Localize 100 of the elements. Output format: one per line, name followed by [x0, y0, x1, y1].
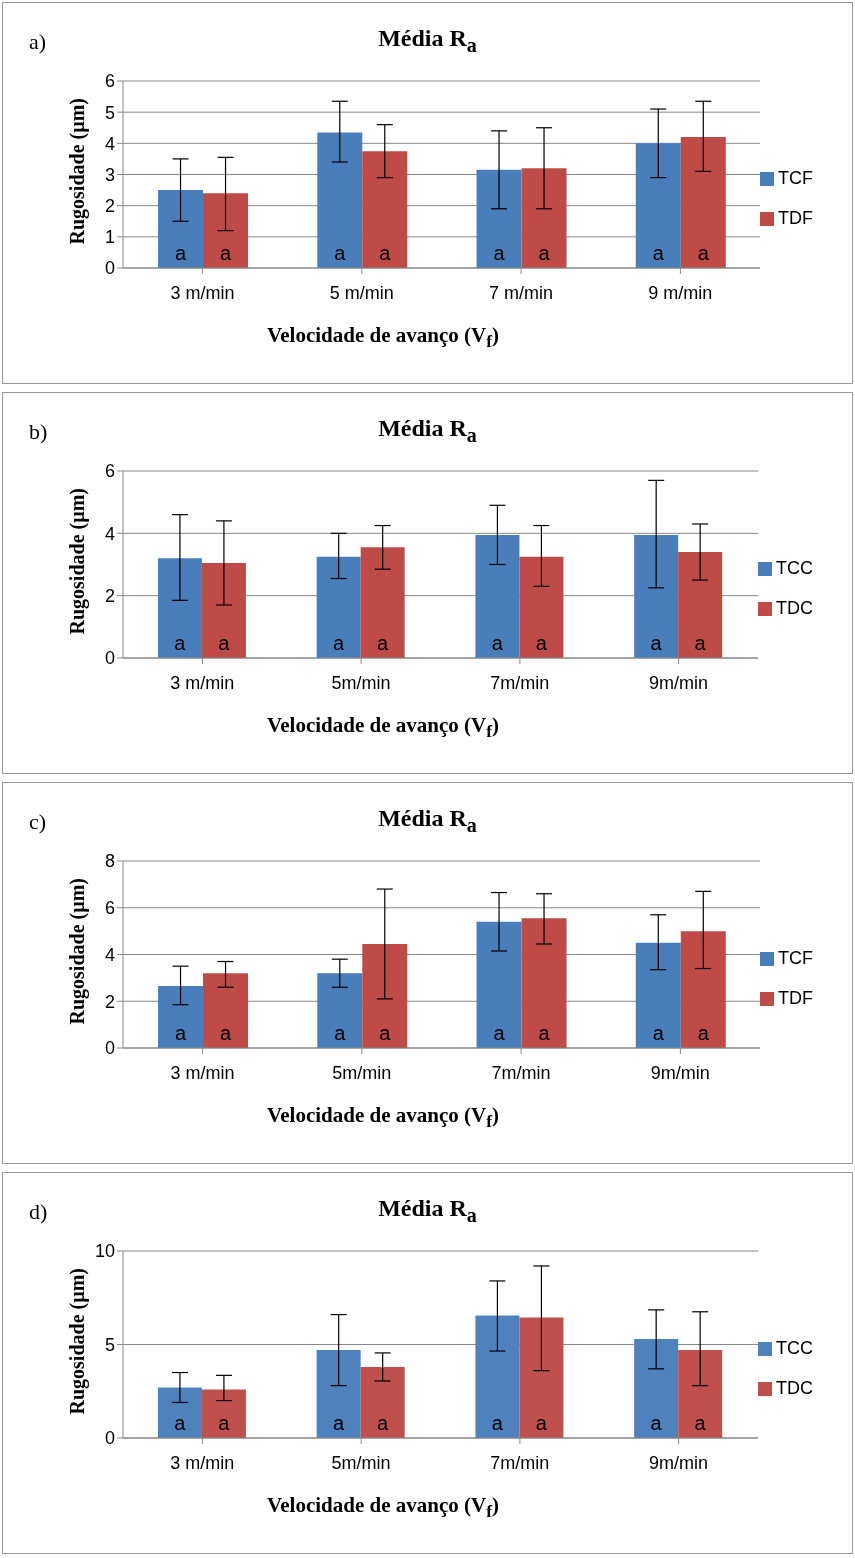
text: b): [29, 419, 48, 445]
y-axis-title: Rugosidade (µm): [66, 487, 90, 635]
x-tick-label: 3 m/min: [170, 1062, 235, 1083]
data-label: a: [694, 1412, 707, 1434]
text: d): [29, 1199, 48, 1225]
y-axis-title: Rugosidade (µm): [66, 877, 90, 1025]
x-tick-label: 9m/min: [650, 1062, 710, 1083]
bar: [157, 1387, 202, 1438]
data-label: a: [333, 632, 346, 654]
bar: [362, 943, 408, 1048]
legend-label: TCF: [778, 948, 813, 968]
bar: [680, 931, 726, 1048]
legend-label: TDF: [778, 208, 813, 228]
y-tick-label: 4: [104, 944, 115, 965]
y-tick-label: 1: [104, 227, 115, 248]
x-axis-title: Velocidade de avanço (V$_{f}$): [266, 323, 500, 353]
data-label: a: [697, 1022, 710, 1044]
x-tick-label: 7 m/min: [489, 282, 554, 303]
data-label: a: [535, 632, 548, 654]
data-label: a: [379, 242, 392, 264]
y-tick-label: 6: [104, 898, 115, 919]
data-label: a: [535, 1412, 548, 1434]
data-label: a: [538, 1022, 551, 1044]
y-tick-label: 5: [104, 1334, 115, 1355]
data-label: a: [652, 1022, 665, 1044]
data-label: a: [218, 632, 231, 654]
bar: [476, 169, 522, 268]
y-tick-label: 0: [104, 258, 115, 279]
y-tick-label: 6: [104, 461, 115, 482]
x-axis-title: Velocidade de avanço (V$_{f}$): [266, 1103, 500, 1133]
bar: [158, 190, 204, 268]
bar: [519, 556, 564, 658]
data-label: a: [650, 632, 663, 654]
bar: [201, 1389, 246, 1438]
bar: [316, 1350, 361, 1438]
x-tick-label: 5 m/min: [329, 282, 394, 303]
chart-title: Média R$_{a}$: [378, 1195, 477, 1226]
bar: [203, 973, 249, 1048]
bar: [635, 143, 681, 268]
bar: [476, 921, 522, 1048]
text: a): [29, 29, 47, 55]
bar: [360, 547, 405, 658]
y-tick-label: 0: [104, 1038, 115, 1059]
chart-title: Média R$_{a}$: [378, 805, 477, 836]
data-label: a: [491, 632, 504, 654]
y-tick-label: 2: [104, 196, 115, 217]
x-tick-label: 9 m/min: [648, 282, 713, 303]
bar: [519, 1317, 564, 1438]
bar: [203, 193, 249, 268]
x-tick-label: 9m/min: [649, 1452, 709, 1473]
chart-title: Média R$_{a}$: [378, 415, 477, 446]
data-label: a: [491, 1412, 504, 1434]
x-tick-label: 5m/min: [331, 1452, 391, 1473]
bar: [634, 1338, 679, 1438]
bar: [317, 132, 363, 268]
data-label: a: [219, 242, 232, 264]
data-label: a: [333, 1412, 346, 1434]
x-tick-label: 5m/min: [331, 672, 391, 693]
legend-label: TCC: [776, 1338, 813, 1358]
y-tick-label: 8: [104, 851, 115, 872]
legend-label: TDC: [776, 598, 813, 618]
x-tick-label: 9m/min: [649, 672, 709, 693]
data-label: a: [538, 242, 551, 264]
bar: [317, 973, 363, 1048]
bar: [678, 1350, 723, 1438]
data-label: a: [334, 242, 347, 264]
data-label: a: [377, 1412, 390, 1434]
bar: [157, 558, 202, 658]
bar: [678, 552, 723, 658]
x-tick-label: 3 m/min: [170, 1452, 235, 1473]
y-tick-label: 0: [104, 648, 115, 669]
data-label: a: [493, 242, 506, 264]
data-label: a: [219, 1022, 232, 1044]
bar: [680, 137, 726, 268]
y-tick-label: 3: [104, 164, 115, 185]
legend-label: TDF: [778, 988, 813, 1008]
bar: [634, 534, 679, 658]
y-tick-label: 4: [104, 523, 115, 544]
y-tick-label: 10: [94, 1241, 115, 1262]
bar: [158, 986, 204, 1048]
data-label: a: [493, 1022, 506, 1044]
data-label: a: [650, 1412, 663, 1434]
x-axis-title: Velocidade de avanço (V$_{f}$): [266, 1493, 500, 1523]
bar: [362, 151, 408, 268]
x-axis-title: Velocidade de avanço (V$_{f}$): [266, 713, 500, 743]
x-tick-label: 3 m/min: [170, 282, 235, 303]
data-label: a: [218, 1412, 231, 1434]
y-tick-label: 2: [104, 586, 115, 607]
x-tick-label: 3 m/min: [170, 672, 235, 693]
bar: [201, 562, 246, 658]
data-label: a: [379, 1022, 392, 1044]
data-label: a: [694, 632, 707, 654]
bar: [521, 918, 567, 1048]
data-label: a: [334, 1022, 347, 1044]
data-label: a: [652, 242, 665, 264]
y-tick-label: 0: [104, 1428, 115, 1449]
x-tick-label: 7m/min: [490, 1452, 550, 1473]
y-axis-title: Rugosidade (µm): [66, 97, 90, 245]
y-tick-label: 2: [104, 991, 115, 1012]
data-label: a: [697, 242, 710, 264]
